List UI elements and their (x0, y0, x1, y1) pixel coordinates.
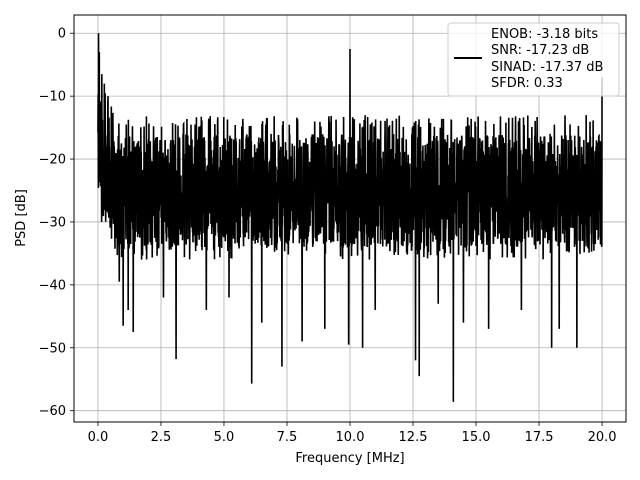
y-tick-label: −10 (39, 90, 66, 105)
x-axis-ticks: 0.0 2.5 5.0 7.5 10.0 12.5 15.0 17.5 20.0 (88, 422, 617, 445)
legend-box (447, 22, 620, 97)
y-tick-label: −60 (39, 404, 66, 419)
legend-sfdr: SFDR: 0.33 (491, 76, 563, 91)
x-tick-label: 20.0 (588, 430, 617, 445)
x-tick-label: 17.5 (525, 430, 554, 445)
legend-sinad: SINAD: -17.37 dB (491, 60, 603, 75)
psd-series-line (97, 33, 603, 402)
y-tick-label: −30 (39, 215, 66, 230)
y-tick-label: 0 (58, 27, 66, 42)
y-axis-label: PSD [dB] (14, 189, 29, 247)
x-axis-label: Frequency [MHz] (295, 451, 404, 466)
x-tick-label: 12.5 (399, 430, 428, 445)
x-tick-label: 5.0 (214, 430, 235, 445)
x-tick-label: 15.0 (462, 430, 491, 445)
legend-enob: ENOB: -3.18 bits (491, 27, 598, 42)
x-tick-label: 2.5 (151, 430, 172, 445)
y-tick-label: −40 (39, 278, 66, 293)
plot-area (97, 33, 603, 402)
x-tick-label: 7.5 (277, 430, 298, 445)
legend: ENOB: -3.18 bits SNR: -17.23 dB SINAD: -… (447, 22, 620, 97)
legend-snr: SNR: -17.23 dB (491, 43, 589, 58)
x-tick-label: 0.0 (88, 430, 109, 445)
y-tick-label: −50 (39, 341, 66, 356)
y-axis-ticks: 0 −10 −20 −30 −40 −50 −60 (39, 27, 74, 419)
x-tick-label: 10.0 (336, 430, 365, 445)
y-tick-label: −20 (39, 153, 66, 168)
